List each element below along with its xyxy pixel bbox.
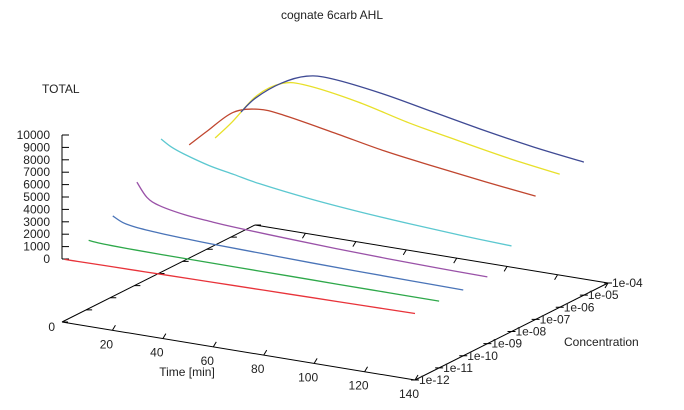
series-line-1e-07 [188,108,536,197]
x-tick [313,358,318,364]
y-tick-label: 1e-06 [564,300,595,314]
series-line-1e-08 [160,138,512,247]
x-tick [111,325,116,331]
z-tick-label: 1000 [23,240,50,254]
y-tick-label: 1e-04 [612,276,643,290]
x-tick-label: 80 [251,362,265,376]
z-tick-label: 7000 [23,165,50,179]
x-tick [364,366,369,372]
x-tick [414,374,419,381]
y-tick-label: 1e-10 [467,349,498,363]
x-tick-label: 20 [100,337,114,351]
x-tick-back [554,274,559,280]
x-tick-back [352,241,357,247]
chart-title: cognate 6carb AHL [281,8,383,22]
y-tick-label: 1e-05 [588,288,619,302]
z-tick-label: 4000 [23,202,50,216]
z-tick-label: 5000 [23,190,50,204]
series-line-1e-09 [136,181,488,278]
x-tick-label: 140 [399,387,419,401]
x-axis-front [61,321,416,381]
y-tick-label: 1e-07 [540,312,571,326]
back-edge [254,224,609,284]
base-zero-label: 0 [48,320,55,334]
x-tick-back [301,233,306,239]
x-tick [162,333,167,339]
x-tick-label: 100 [298,370,318,384]
x-tick-back [503,266,508,272]
y-tick-label: 1e-08 [516,325,547,339]
y-axis-label: Concentration [564,335,639,349]
x-axis-label: Time [min] [159,365,215,379]
z-tick-label: 8000 [23,153,50,167]
series-line-1e-12 [64,258,416,315]
y-tick-label: 1e-11 [443,361,473,375]
x-tick-label: 120 [349,379,369,393]
y-tick-label: 1e-09 [491,337,522,351]
series-line-1e-05 [240,75,585,163]
x-tick-back [604,282,609,289]
z-axis-label: TOTAL [42,82,80,96]
x-tick [263,349,268,356]
x-tick [212,341,217,348]
series-line-1e-10 [112,215,464,291]
z-tick-label: 10000 [17,128,51,142]
z-tick-label: 0 [43,252,50,266]
series-line-1e-06 [214,81,560,175]
z-tick-label: 3000 [23,215,50,229]
series-line-1e-11 [88,239,440,302]
z-tick-label: 9000 [23,140,50,154]
x-tick-label: 40 [150,346,164,360]
x-tick-label: 60 [201,354,215,368]
z-tick-label: 2000 [23,227,50,241]
y-tick-label: 1e-12 [419,373,450,387]
z-tick-label: 6000 [23,178,50,192]
x-tick-back [402,249,407,256]
x-tick-back [453,257,458,264]
